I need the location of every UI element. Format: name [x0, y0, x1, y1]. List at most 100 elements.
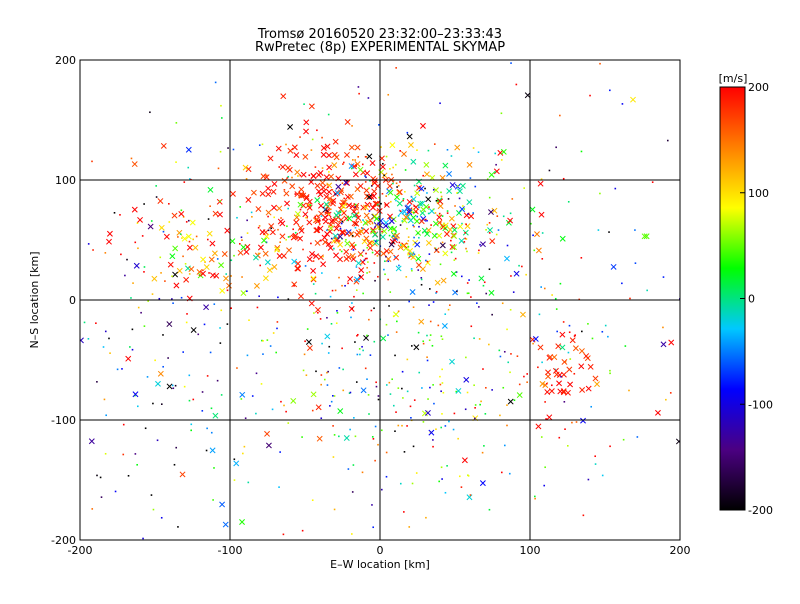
- data-point-dot: [352, 159, 354, 161]
- data-point-dot: [258, 295, 260, 298]
- data-point-dot: [485, 386, 487, 389]
- data-point-dot: [143, 266, 146, 268]
- data-point-cross: [414, 190, 421, 197]
- data-point-cross: [322, 239, 329, 246]
- data-point-dot: [446, 210, 449, 212]
- data-point-dot: [239, 206, 242, 208]
- data-point-cross: [287, 147, 294, 154]
- data-point-dot: [413, 225, 415, 228]
- data-point-dot: [464, 408, 467, 411]
- data-point-cross: [179, 471, 186, 478]
- data-point-dot: [341, 347, 343, 350]
- data-point-cross: [355, 260, 362, 267]
- data-point-dot: [375, 381, 377, 384]
- data-point-cross: [380, 250, 387, 257]
- data-point-cross: [479, 480, 486, 487]
- data-point-dot: [279, 241, 281, 243]
- data-point-cross: [200, 270, 206, 277]
- data-point-dot: [282, 533, 285, 536]
- data-point-dot: [497, 229, 500, 231]
- data-point-dot: [373, 262, 376, 264]
- data-point-cross: [449, 182, 456, 188]
- data-point-dot: [541, 361, 543, 364]
- data-point-dot: [412, 306, 415, 309]
- data-point-dot: [92, 249, 94, 251]
- data-point-dot: [486, 223, 489, 226]
- data-point-dot: [499, 355, 502, 358]
- data-point-dot: [342, 389, 345, 392]
- data-point-dot: [538, 313, 541, 316]
- data-point-dot: [401, 387, 403, 390]
- data-point-dot: [159, 256, 162, 259]
- data-point-cross: [354, 144, 361, 151]
- data-point-cross: [310, 276, 317, 283]
- data-point-dot: [267, 215, 269, 218]
- data-point-cross: [218, 262, 225, 269]
- data-point-cross: [132, 391, 139, 398]
- data-point-dot: [442, 391, 445, 394]
- data-point-cross: [320, 145, 327, 151]
- data-point-dot: [367, 394, 370, 396]
- data-point-dot: [401, 370, 404, 373]
- data-point-dot: [381, 230, 383, 233]
- data-point-dot: [91, 508, 94, 510]
- data-point-cross: [303, 119, 310, 126]
- data-point-dot: [390, 200, 392, 203]
- data-point-dot: [385, 155, 388, 158]
- data-point-cross: [480, 241, 486, 248]
- data-point-dot: [333, 508, 336, 511]
- data-point-dot: [190, 423, 193, 426]
- data-point-dot: [152, 402, 154, 405]
- data-point-dot: [477, 252, 480, 254]
- data-point-dot: [558, 436, 561, 439]
- data-point-dot: [385, 451, 388, 454]
- data-point-dot: [465, 247, 467, 250]
- data-point-dot: [582, 514, 585, 517]
- data-point-dot: [233, 458, 236, 461]
- data-point-dot: [119, 214, 121, 216]
- data-point-dot: [394, 354, 396, 357]
- data-point-cross: [286, 247, 292, 254]
- data-point-cross: [131, 206, 138, 213]
- data-point-dot: [402, 397, 404, 399]
- data-point-dot: [385, 323, 388, 326]
- data-point-dot: [441, 368, 443, 371]
- data-point-cross: [306, 204, 313, 211]
- data-point-dot: [87, 337, 90, 340]
- data-point-cross: [405, 204, 412, 211]
- data-point-dot: [420, 283, 423, 286]
- data-point-cross: [433, 187, 439, 194]
- data-point-dot: [498, 349, 501, 352]
- data-point-cross: [349, 252, 356, 259]
- data-point-dot: [207, 218, 210, 220]
- data-point-dot: [410, 268, 413, 270]
- data-point-dot: [366, 378, 368, 380]
- data-point-dot: [341, 203, 343, 206]
- data-point-dot: [240, 236, 243, 239]
- data-point-cross: [566, 366, 573, 373]
- x-tick-label: -200: [68, 544, 93, 557]
- data-point-cross: [478, 275, 485, 282]
- data-point-dot: [377, 275, 379, 278]
- data-point-cross: [310, 391, 317, 398]
- data-point-dot: [571, 421, 573, 424]
- data-point-cross: [297, 224, 304, 231]
- data-point-dot: [323, 208, 326, 210]
- data-point-dot: [376, 209, 378, 212]
- data-point-dot: [447, 308, 450, 311]
- data-point-cross: [206, 230, 213, 237]
- data-point-dot: [366, 334, 368, 337]
- data-point-dot: [478, 249, 480, 252]
- data-point-dot: [444, 491, 447, 494]
- data-point-cross: [219, 287, 226, 294]
- data-point-dot: [483, 445, 485, 447]
- data-point-dot: [297, 175, 299, 177]
- data-point-dot: [134, 453, 137, 455]
- data-point-dot: [312, 260, 315, 262]
- data-point-dot: [340, 222, 343, 225]
- data-point-dot: [299, 208, 302, 211]
- data-point-cross: [360, 387, 367, 394]
- data-point-cross: [432, 220, 439, 227]
- data-point-dot: [468, 279, 470, 281]
- data-point-dot: [310, 242, 312, 245]
